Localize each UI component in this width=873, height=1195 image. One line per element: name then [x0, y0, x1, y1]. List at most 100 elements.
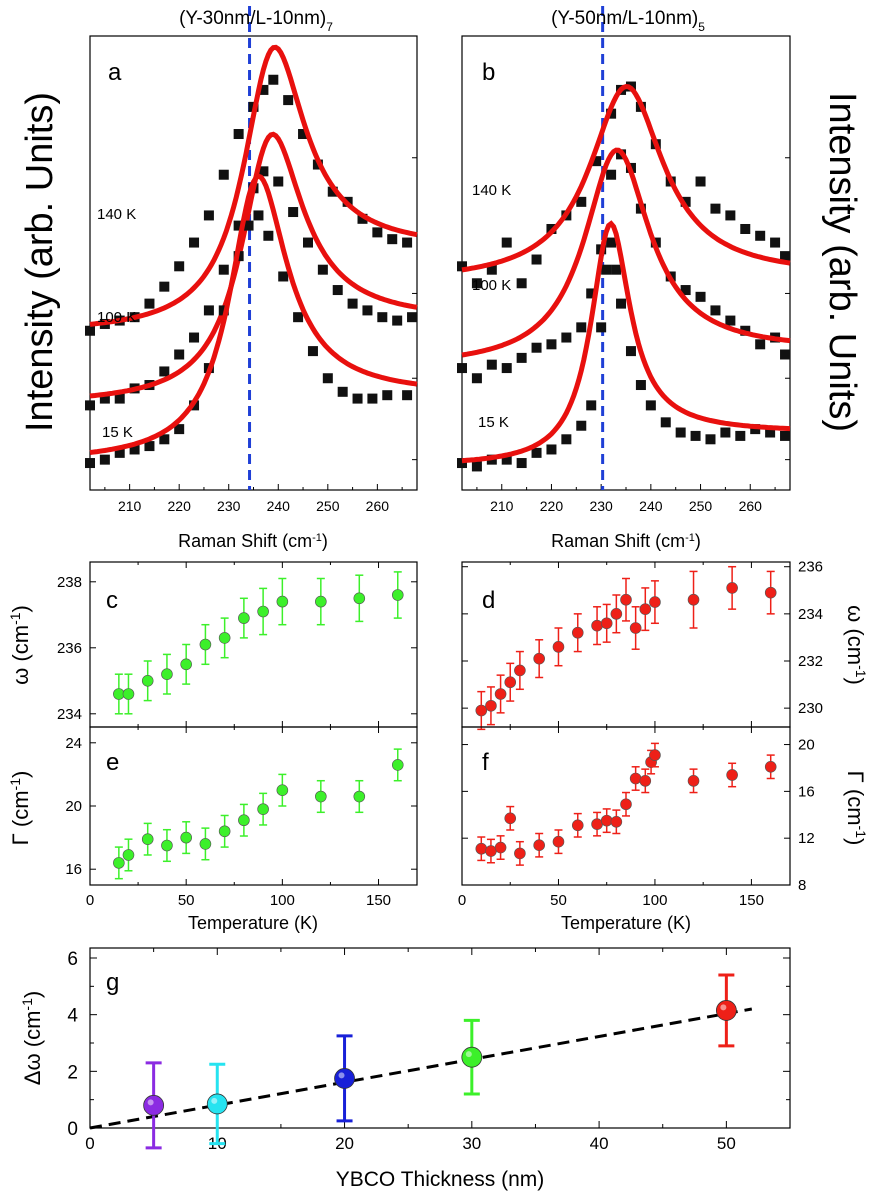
x-axis-label-raman-b-sup: -1	[685, 532, 695, 544]
fit-curve-15K	[89, 173, 418, 455]
data-point-15K	[243, 220, 254, 231]
data-point-140K	[457, 261, 467, 272]
x-tick-label: 240	[639, 498, 663, 514]
data-point-100K	[99, 393, 110, 404]
data-point-140K	[258, 84, 269, 95]
data-point	[485, 845, 497, 857]
data-point-140K	[233, 129, 244, 140]
data-point-15K	[501, 454, 512, 465]
data-point-15K	[278, 271, 289, 282]
y-tick-label: 6	[67, 949, 78, 970]
data-point-15K	[85, 458, 95, 469]
data-point-15K	[307, 346, 318, 357]
y-axis-label-omega-left-main: ω (cm	[8, 625, 33, 685]
data-point-140K	[387, 234, 398, 245]
data-point-15K	[352, 393, 363, 404]
x-tick-label: 210	[118, 498, 142, 514]
x-tick-label: 250	[316, 498, 340, 514]
data-point-100K	[317, 264, 328, 275]
panel-b-title-sub: 5	[698, 20, 705, 34]
y-tick-label: 8	[798, 877, 806, 894]
data-point-100K	[85, 400, 95, 411]
data-point	[764, 586, 777, 599]
data-point-15K	[322, 373, 333, 384]
data-point-140K	[218, 169, 229, 180]
data-point	[649, 596, 661, 608]
data-point-100K	[407, 312, 418, 323]
x-tick-label: 220	[168, 498, 192, 514]
panel-a-title-main: (Y-30nm/L-10nm)	[179, 8, 326, 29]
x-axis-label-raman-a-main: Raman Shift (cm	[178, 531, 312, 551]
y-tick-label: 230	[798, 700, 823, 717]
data-point-15K	[606, 237, 617, 248]
data-point	[620, 593, 632, 606]
data-point-100K	[516, 352, 527, 363]
data-point	[218, 632, 231, 644]
y-axis-label-omega-left-sup: -1	[7, 612, 23, 625]
data-point-100K	[174, 349, 185, 360]
data-point	[315, 790, 327, 803]
y-axis-label-gamma-right-sup: -1	[853, 826, 869, 839]
data-point-100K	[680, 285, 691, 296]
data-point	[591, 619, 603, 632]
data-point	[218, 825, 231, 838]
data-point-140K	[327, 186, 338, 197]
panel-letter-a: a	[108, 59, 122, 86]
data-point	[475, 704, 488, 717]
y-axis-label-gamma-left-sup: -1	[7, 778, 23, 791]
data-point	[141, 833, 154, 845]
data-point	[353, 592, 366, 605]
y-tick-label: 2	[67, 1062, 78, 1083]
data-point	[649, 749, 661, 761]
data-point-15K	[293, 312, 304, 323]
data-point	[353, 790, 366, 803]
x-tick-label: 50	[550, 892, 567, 909]
panel-a-title-sub: 7	[326, 20, 333, 34]
y-axis-label-gamma-right-main: Γ (cm	[843, 771, 868, 826]
data-point-15K	[780, 430, 791, 441]
data-point-15K	[635, 380, 646, 391]
data-point-15K	[382, 390, 393, 401]
data-point	[533, 652, 545, 665]
data-point	[391, 759, 404, 771]
data-point-highlight	[720, 1004, 727, 1011]
data-point-15K	[546, 444, 557, 455]
data-point-15K	[337, 386, 348, 397]
y-axis-label-g-tail: )	[20, 991, 45, 998]
data-point	[552, 641, 565, 653]
data-point	[504, 676, 517, 689]
data-point-100K	[710, 305, 721, 316]
y-tick-label: 16	[798, 783, 815, 800]
data-point-140K	[189, 237, 200, 248]
y-tick-label: 238	[57, 574, 82, 591]
data-point-100K	[501, 363, 512, 374]
y-tick-label: 24	[65, 735, 82, 752]
data-point	[610, 608, 623, 620]
y-axis-label-right: Intensity (arb. Units)	[821, 92, 863, 432]
data-point	[533, 839, 545, 852]
data-point-15K	[586, 400, 597, 411]
data-point	[726, 582, 738, 594]
series-label-100K: 100 K	[97, 309, 136, 326]
data-point	[276, 595, 289, 608]
data-point-highlight	[147, 1099, 154, 1106]
y-axis-label-gamma-left: Γ (cm-1)	[7, 771, 33, 846]
series-label-100K: 100 K	[472, 277, 511, 294]
data-point-140K	[372, 227, 383, 238]
panel-a-title: (Y-30nm/L-10nm)7	[179, 8, 333, 34]
data-point-15K	[114, 447, 125, 458]
data-point-100K	[189, 332, 200, 343]
data-point-highlight	[465, 1051, 472, 1058]
data-point	[180, 658, 192, 671]
fit-curve-15K	[461, 220, 791, 464]
data-point-15K	[129, 444, 140, 455]
data-point-100K	[471, 373, 482, 384]
data-point-15K	[457, 458, 467, 469]
x-axis-label-temperature-f: Temperature (K)	[561, 913, 691, 933]
data-point	[141, 674, 154, 687]
data-point	[591, 818, 603, 830]
data-point-100K	[606, 169, 617, 180]
y-tick-label: 4	[67, 1006, 78, 1027]
x-tick-label: 220	[540, 498, 564, 514]
panel-e-frame	[89, 726, 418, 886]
